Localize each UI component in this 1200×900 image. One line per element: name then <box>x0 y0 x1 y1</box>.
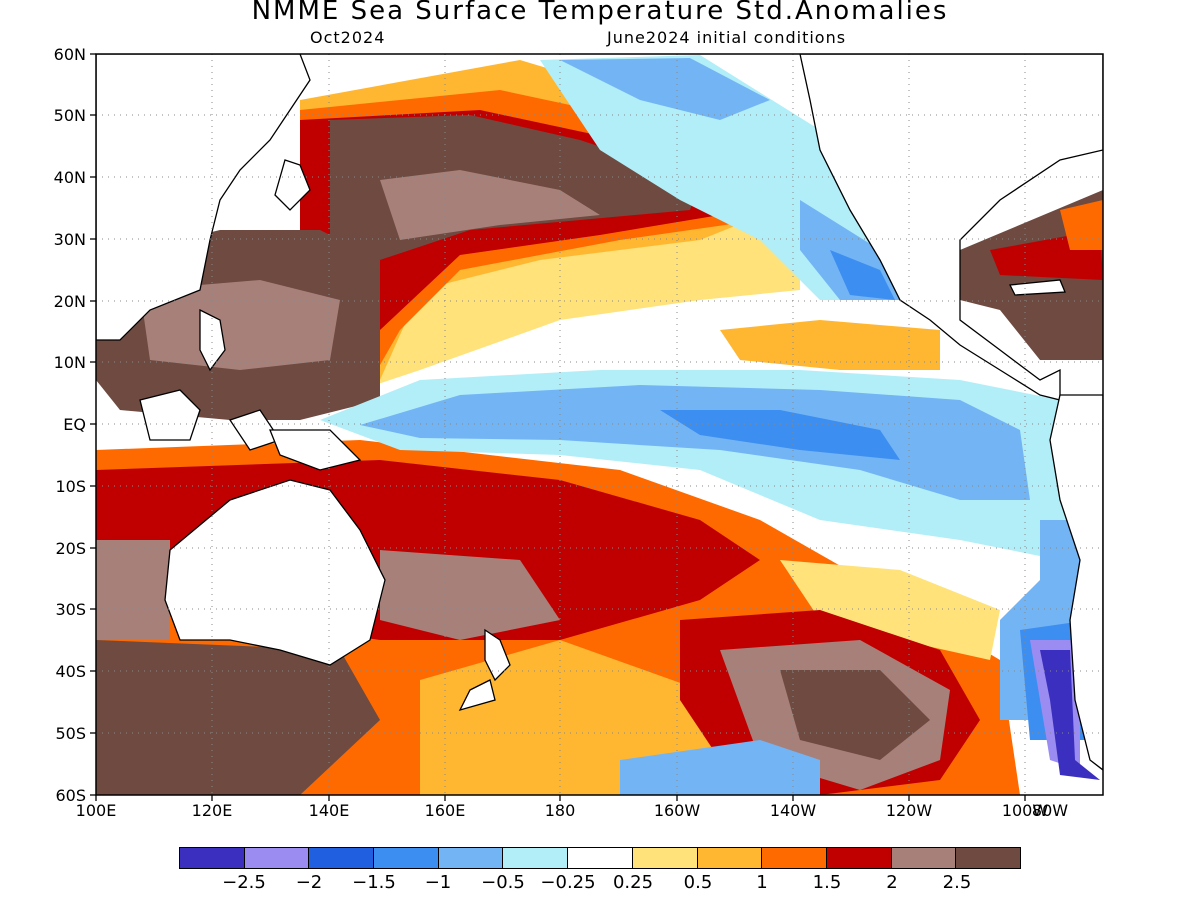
colorbar-swatch <box>956 848 1020 868</box>
colorbar-swatch <box>438 848 504 868</box>
colorbar-label: −1 <box>424 872 452 893</box>
colorbar <box>179 847 1021 869</box>
colorbar-swatch <box>244 848 310 868</box>
x-tick-label: 100E <box>75 801 117 820</box>
y-tick-label: 10N <box>53 353 86 372</box>
colorbar-label: −2.5 <box>222 872 266 893</box>
y-tick-label: 10S <box>55 477 86 496</box>
y-tick-label: 40N <box>53 168 86 187</box>
x-tick-label: 160E <box>424 801 466 820</box>
x-tick-label: 180 <box>544 801 576 820</box>
colorbar-label: −0.5 <box>481 872 525 893</box>
colorbar-swatch <box>568 848 633 868</box>
colorbar-label: −0.25 <box>540 872 596 893</box>
y-tick-label: 40S <box>55 662 86 681</box>
y-tick-label: 30S <box>55 600 86 619</box>
y-tick-label: 60S <box>55 786 86 805</box>
land-masses <box>96 54 1103 771</box>
southeast-pacific-cold-patch <box>1040 650 1100 780</box>
initial-conditions-label: June2024 initial conditions <box>607 28 847 47</box>
y-tick-label: EQ <box>63 415 86 434</box>
colorbar-swatch <box>891 848 957 868</box>
y-tick-label: 20N <box>53 292 86 311</box>
x-tick-label: 100W <box>1001 801 1049 820</box>
colorbar-swatch <box>374 848 439 868</box>
x-tick-label: 120W <box>885 801 933 820</box>
colorbar-swatch <box>309 848 375 868</box>
colorbar-swatch <box>632 848 698 868</box>
x-tick-label: 120E <box>191 801 233 820</box>
forecast-month-label: Oct2024 <box>310 28 386 47</box>
colorbar-label: 1.5 <box>812 872 842 893</box>
x-tick-label: 140E <box>308 801 350 820</box>
equatorial-cold-tongue <box>360 385 1030 500</box>
x-tick-label: 140W <box>769 801 817 820</box>
x-tick-label: 80W <box>1031 801 1069 820</box>
y-tick-label: 20S <box>55 539 86 558</box>
x-tick-label: 160W <box>653 801 701 820</box>
axis-ticks <box>90 53 1026 801</box>
colorbar-swatch <box>180 848 245 868</box>
colorbar-swatch <box>762 848 827 868</box>
colorbar-label: 2 <box>886 872 898 893</box>
y-tick-label: 50S <box>55 724 86 743</box>
colorbar-label: −1.5 <box>352 872 396 893</box>
y-tick-label: 50N <box>53 106 86 125</box>
y-tick-label: 60N <box>53 45 86 64</box>
page-title: NMME Sea Surface Temperature Std.Anomali… <box>251 0 949 26</box>
colorbar-label: 1 <box>756 872 768 893</box>
colorbar-swatch <box>826 848 892 868</box>
colorbar-swatch <box>697 848 763 868</box>
colorbar-label: 0.5 <box>683 872 713 893</box>
colorbar-swatch <box>503 848 569 868</box>
y-tick-label: 30N <box>53 230 86 249</box>
colorbar-label: 0.25 <box>612 872 654 893</box>
colorbar-label: −2 <box>295 872 323 893</box>
colorbar-label: 2.5 <box>942 872 972 893</box>
